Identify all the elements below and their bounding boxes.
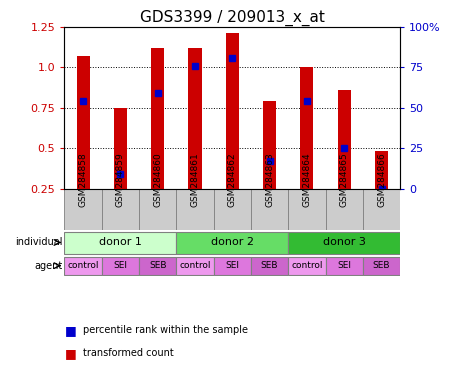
FancyBboxPatch shape xyxy=(101,189,139,230)
FancyBboxPatch shape xyxy=(64,189,101,230)
Text: control: control xyxy=(67,261,99,270)
Text: agent: agent xyxy=(34,261,62,271)
Title: GDS3399 / 209013_x_at: GDS3399 / 209013_x_at xyxy=(140,9,324,25)
Bar xyxy=(188,48,201,189)
FancyBboxPatch shape xyxy=(288,232,399,255)
FancyBboxPatch shape xyxy=(251,257,288,275)
FancyBboxPatch shape xyxy=(325,257,362,275)
Bar xyxy=(225,33,238,189)
Text: percentile rank within the sample: percentile rank within the sample xyxy=(83,325,247,335)
Text: GSM284862: GSM284862 xyxy=(227,153,236,207)
Text: GSM284864: GSM284864 xyxy=(302,153,311,207)
FancyBboxPatch shape xyxy=(64,257,101,275)
Text: GSM284863: GSM284863 xyxy=(264,152,274,207)
FancyBboxPatch shape xyxy=(101,257,139,275)
Text: GSM284861: GSM284861 xyxy=(190,152,199,207)
Text: control: control xyxy=(179,261,210,270)
FancyBboxPatch shape xyxy=(176,232,288,255)
Bar xyxy=(300,67,313,189)
Text: GSM284865: GSM284865 xyxy=(339,152,348,207)
FancyBboxPatch shape xyxy=(325,189,362,230)
FancyBboxPatch shape xyxy=(362,189,399,230)
FancyBboxPatch shape xyxy=(139,189,176,230)
FancyBboxPatch shape xyxy=(213,257,251,275)
FancyBboxPatch shape xyxy=(139,257,176,275)
FancyBboxPatch shape xyxy=(176,257,213,275)
FancyBboxPatch shape xyxy=(176,189,213,230)
Bar xyxy=(337,90,350,189)
Text: transformed count: transformed count xyxy=(83,348,173,358)
FancyBboxPatch shape xyxy=(288,257,325,275)
FancyBboxPatch shape xyxy=(288,189,325,230)
Text: ■: ■ xyxy=(64,324,76,337)
Text: SEB: SEB xyxy=(260,261,278,270)
Text: GSM284859: GSM284859 xyxy=(116,152,124,207)
Text: donor 3: donor 3 xyxy=(322,237,365,247)
FancyBboxPatch shape xyxy=(213,189,251,230)
Bar xyxy=(113,108,127,189)
Text: GSM284860: GSM284860 xyxy=(153,152,162,207)
Text: ■: ■ xyxy=(64,347,76,360)
Text: individual: individual xyxy=(15,237,62,247)
Text: SEI: SEI xyxy=(113,261,127,270)
Bar xyxy=(374,151,387,189)
FancyBboxPatch shape xyxy=(251,189,288,230)
Text: SEI: SEI xyxy=(225,261,239,270)
Text: donor 1: donor 1 xyxy=(99,237,141,247)
Bar xyxy=(151,48,164,189)
Text: SEB: SEB xyxy=(149,261,166,270)
Text: GSM284858: GSM284858 xyxy=(78,152,87,207)
FancyBboxPatch shape xyxy=(64,232,176,255)
Bar xyxy=(263,101,275,189)
Bar xyxy=(76,56,90,189)
Text: GSM284866: GSM284866 xyxy=(376,152,385,207)
FancyBboxPatch shape xyxy=(362,257,399,275)
Text: control: control xyxy=(291,261,322,270)
Text: SEI: SEI xyxy=(336,261,351,270)
Text: SEB: SEB xyxy=(372,261,389,270)
Text: donor 2: donor 2 xyxy=(210,237,253,247)
